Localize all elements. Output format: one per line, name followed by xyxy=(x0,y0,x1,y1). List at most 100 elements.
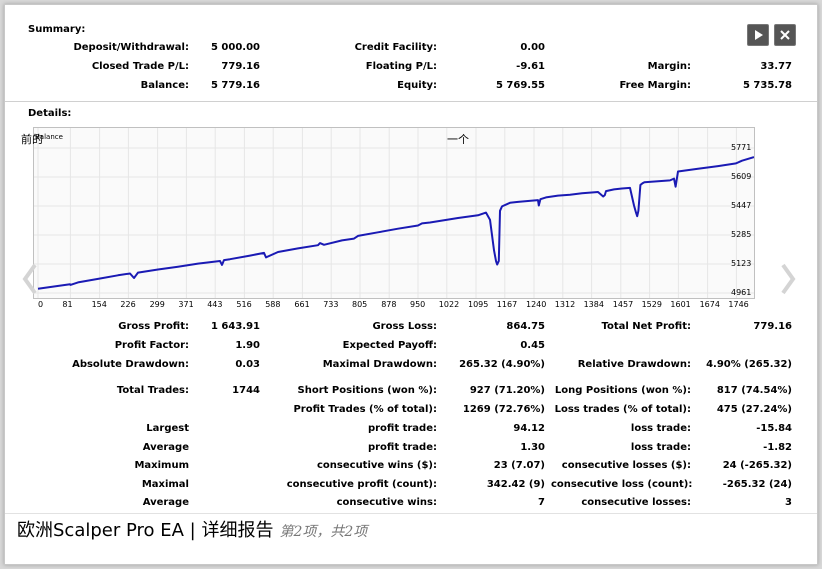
gross-profit-value: 1 643.91 xyxy=(210,321,260,332)
chevron-right-icon xyxy=(781,263,796,295)
total-net-profit-value: 779.16 xyxy=(753,321,792,332)
maximal-profit-value: 342.42 (9) xyxy=(486,479,545,490)
x-tick-label: 1167 xyxy=(496,300,518,309)
gross-loss-value: 864.75 xyxy=(506,321,545,332)
short-positions-label: Short Positions (won %): xyxy=(297,385,437,396)
deposit-label: Deposit/Withdrawal: xyxy=(73,42,189,53)
x-tick-label: 950 xyxy=(410,300,426,309)
loss-trades-label: Loss trades (% of total): xyxy=(554,404,691,415)
x-tick-label: 1457 xyxy=(612,300,634,309)
chart-top-marker: 一个 xyxy=(447,133,469,146)
balance-chart-svg xyxy=(34,128,755,298)
caption-counter: 第2项，共2项 xyxy=(279,524,368,540)
margin-label: Margin: xyxy=(647,61,691,72)
largest-loss-value: -15.84 xyxy=(756,423,792,434)
x-tick-label: 805 xyxy=(352,300,368,309)
balance-chart xyxy=(33,127,755,299)
section-divider xyxy=(5,101,817,102)
maximal-drawdown-label: Maximal Drawdown: xyxy=(322,359,437,370)
x-tick-label: 443 xyxy=(207,300,223,309)
short-positions-value: 927 (71.20%) xyxy=(469,385,545,396)
credit-label: Credit Facility: xyxy=(354,42,437,53)
profit-trades-value: 1269 (72.76%) xyxy=(462,404,545,415)
maximal-profit-label: consecutive profit (count): xyxy=(286,479,437,490)
credit-value: 0.00 xyxy=(520,42,545,53)
chart-series-label: Balance xyxy=(35,133,63,141)
y-tick-label: 5285 xyxy=(731,230,752,239)
closed-pl-label: Closed Trade P/L: xyxy=(91,61,189,72)
maximum-label: Maximum xyxy=(134,460,189,471)
play-icon xyxy=(755,30,763,40)
play-button[interactable] xyxy=(747,24,769,46)
avg-consecutive-losses-value: 3 xyxy=(785,497,792,508)
caption-divider xyxy=(5,513,817,514)
largest-profit-value: 94.12 xyxy=(513,423,545,434)
profit-factor-value: 1.90 xyxy=(235,340,260,351)
largest-loss-label: loss trade: xyxy=(630,423,691,434)
floating-pl-value: -9.61 xyxy=(516,61,545,72)
caption: 欧洲Scalper Pro EA | 详细报告 第2项，共2项 xyxy=(17,516,367,542)
y-tick-label: 4961 xyxy=(731,288,752,297)
x-tick-label: 0 xyxy=(38,300,44,309)
max-consecutive-wins-value: 23 (7.07) xyxy=(493,460,545,471)
profit-trades-label: Profit Trades (% of total): xyxy=(293,404,437,415)
y-tick-label: 5123 xyxy=(731,259,752,268)
x-tick-label: 1240 xyxy=(526,300,547,309)
floating-pl-label: Floating P/L: xyxy=(365,61,437,72)
gross-profit-label: Gross Profit: xyxy=(118,321,189,332)
maximal-loss-value: -265.32 (24) xyxy=(722,479,792,490)
next-slide-button[interactable] xyxy=(777,261,799,297)
maximal-loss-label: consecutive loss (count): xyxy=(551,479,693,490)
average-consecutive-label: Average xyxy=(142,497,189,508)
close-button[interactable] xyxy=(774,24,796,46)
chevron-left-icon xyxy=(22,263,37,295)
x-tick-label: 226 xyxy=(120,300,136,309)
x-tick-label: 1746 xyxy=(728,300,749,309)
average-loss-value: -1.82 xyxy=(763,442,792,453)
margin-value: 33.77 xyxy=(760,61,792,72)
loss-trades-value: 475 (27.24%) xyxy=(716,404,792,415)
balance-value: 5 779.16 xyxy=(210,80,260,91)
average-profit-label: profit trade: xyxy=(367,442,437,453)
x-tick-label: 154 xyxy=(91,300,107,309)
y-tick-label: 5609 xyxy=(731,172,752,181)
avg-consecutive-losses-label: consecutive losses: xyxy=(581,497,691,508)
deposit-value: 5 000.00 xyxy=(210,42,260,53)
max-consecutive-losses-value: 24 (-265.32) xyxy=(722,460,792,471)
x-tick-label: 1095 xyxy=(468,300,489,309)
avg-consecutive-wins-label: consecutive wins: xyxy=(336,497,437,508)
total-trades-label: Total Trades: xyxy=(116,385,189,396)
average-label: Average xyxy=(142,442,189,453)
x-tick-label: 661 xyxy=(294,300,310,309)
absolute-drawdown-value: 0.03 xyxy=(235,359,260,370)
max-consecutive-losses-label: consecutive losses ($): xyxy=(561,460,691,471)
prev-slide-button[interactable] xyxy=(19,261,41,297)
y-tick-label: 5771 xyxy=(731,143,752,152)
balance-series-line xyxy=(37,156,755,290)
average-loss-label: loss trade: xyxy=(630,442,691,453)
caption-title: 欧洲Scalper Pro EA | 详细报告 xyxy=(17,520,274,541)
x-tick-label: 1384 xyxy=(583,300,604,309)
profit-factor-label: Profit Factor: xyxy=(114,340,189,351)
largest-label: Largest xyxy=(146,423,189,434)
y-tick-label: 5447 xyxy=(731,201,752,210)
details-title: Details: xyxy=(28,108,72,119)
x-tick-label: 516 xyxy=(236,300,252,309)
free-margin-value: 5 735.78 xyxy=(742,80,792,91)
balance-label: Balance: xyxy=(140,80,189,91)
avg-consecutive-wins-value: 7 xyxy=(538,497,545,508)
x-tick-label: 81 xyxy=(62,300,73,309)
x-tick-label: 733 xyxy=(323,300,339,309)
gross-loss-label: Gross Loss: xyxy=(372,321,437,332)
relative-drawdown-value: 4.90% (265.32) xyxy=(706,359,792,370)
expected-payoff-value: 0.45 xyxy=(520,340,545,351)
x-tick-label: 1312 xyxy=(554,300,576,309)
max-consecutive-wins-label: consecutive wins ($): xyxy=(316,460,437,471)
equity-value: 5 769.55 xyxy=(495,80,545,91)
x-tick-label: 1022 xyxy=(438,300,460,309)
x-tick-label: 299 xyxy=(149,300,165,309)
maximal-label: Maximal xyxy=(141,479,189,490)
free-margin-label: Free Margin: xyxy=(619,80,691,91)
maximal-drawdown-value: 265.32 (4.90%) xyxy=(459,359,545,370)
average-profit-value: 1.30 xyxy=(520,442,545,453)
